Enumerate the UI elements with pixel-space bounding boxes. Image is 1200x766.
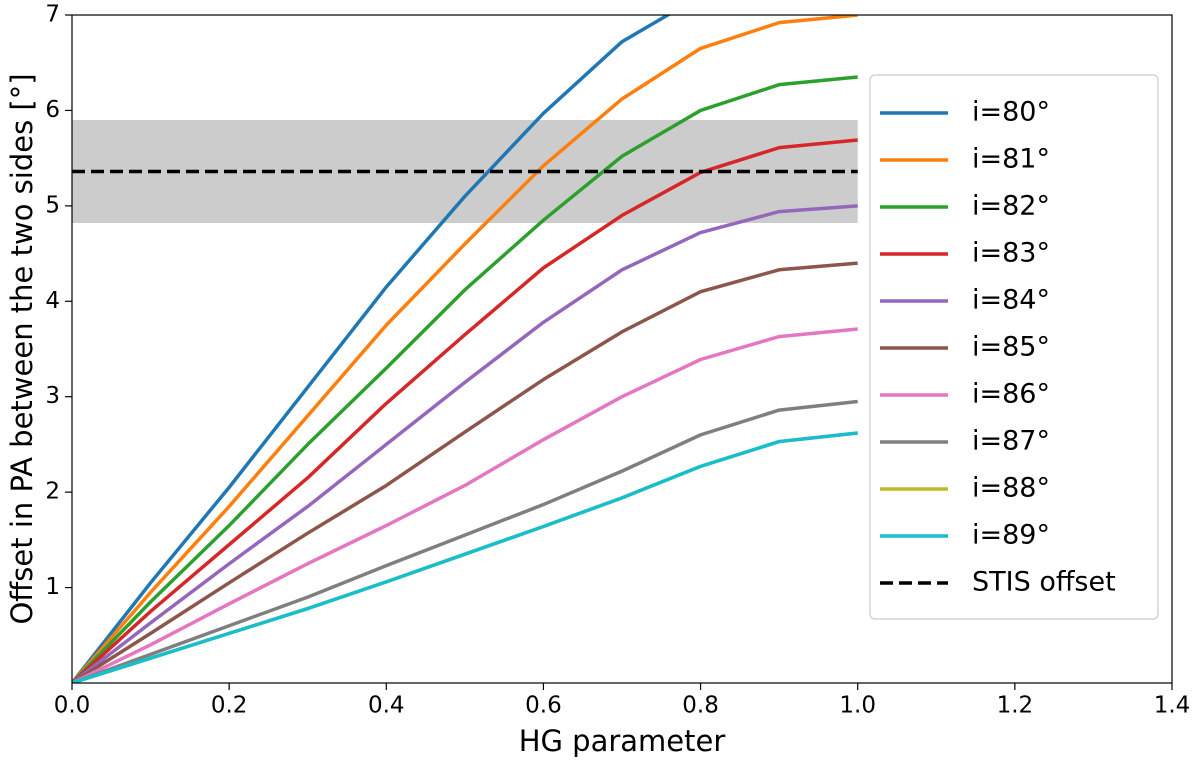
legend-label: i=81° bbox=[972, 144, 1050, 175]
legend: i=80° i=81° i=82° i=83° i=84° i=85° i=86° i=87°… bbox=[869, 74, 1159, 620]
series-line bbox=[72, 15, 858, 683]
x-tick-label: 0.8 bbox=[682, 693, 719, 719]
legend-label: i=80° bbox=[972, 97, 1050, 128]
x-tick-label: 0.4 bbox=[368, 693, 405, 719]
legend-label: i=86° bbox=[972, 379, 1050, 410]
legend-label: i=88° bbox=[972, 473, 1050, 504]
series-line bbox=[72, 15, 672, 683]
y-tick-label: 3 bbox=[45, 383, 60, 409]
x-tick-label: 1.2 bbox=[997, 693, 1034, 719]
y-tick-label: 4 bbox=[45, 288, 60, 314]
y-axis-label: Offset in PA between the two sides [°] bbox=[5, 73, 39, 624]
x-axis-label: HG parameter bbox=[519, 724, 726, 758]
axes-frame bbox=[71, 14, 1173, 684]
series-line bbox=[72, 261, 858, 683]
legend-label: i=82° bbox=[972, 191, 1050, 222]
series-line bbox=[72, 399, 858, 683]
y-tick-label: 6 bbox=[45, 97, 60, 123]
legend-label: i=89° bbox=[972, 520, 1050, 551]
y-tick-label: 1 bbox=[45, 574, 60, 600]
series-line bbox=[72, 327, 858, 683]
legend-label: i=85° bbox=[972, 332, 1050, 363]
legend-label: i=84° bbox=[972, 285, 1050, 316]
y-tick-label: 2 bbox=[45, 479, 60, 505]
y-tick-label: 7 bbox=[45, 2, 60, 28]
series-line bbox=[72, 204, 858, 683]
legend-box bbox=[869, 74, 1159, 620]
x-tick-label: 0.2 bbox=[211, 693, 248, 719]
series-line bbox=[72, 75, 858, 683]
series-line bbox=[72, 431, 858, 683]
plot-area bbox=[72, 15, 858, 683]
legend-label: STIS offset bbox=[972, 567, 1116, 598]
x-tick-label: 1.0 bbox=[839, 693, 876, 719]
series-line bbox=[72, 138, 858, 683]
x-tick-label: 1.4 bbox=[1154, 693, 1191, 719]
legend-label: i=83° bbox=[972, 238, 1050, 269]
y-tick-label: 5 bbox=[45, 192, 60, 218]
x-tick-label: 0.0 bbox=[54, 693, 91, 719]
x-tick-label: 0.6 bbox=[525, 693, 562, 719]
legend-label: i=87° bbox=[972, 426, 1050, 457]
